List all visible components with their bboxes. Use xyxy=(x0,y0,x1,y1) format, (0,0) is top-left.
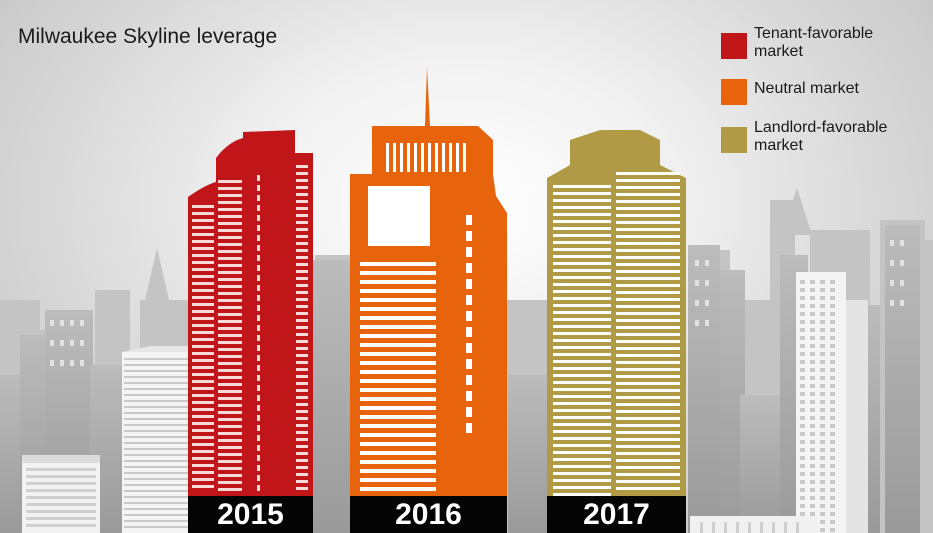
year-label-2016: 2016 xyxy=(350,496,507,533)
building-2015 xyxy=(188,130,313,496)
year-label-2017: 2017 xyxy=(547,496,686,533)
legend-swatch-tenant-favorable xyxy=(721,33,747,59)
building-2016 xyxy=(350,67,507,496)
legend-item-landlord-favorable: Landlord-favorable market xyxy=(721,119,926,154)
midground-skyline xyxy=(0,225,920,533)
legend-swatch-landlord-favorable xyxy=(721,127,747,153)
legend-label-tenant-favorable: Tenant-favorable market xyxy=(754,25,874,60)
white-tower-left xyxy=(122,346,190,533)
legend-swatch-neutral xyxy=(721,79,747,105)
year-label-2015: 2015 xyxy=(188,496,313,533)
white-tower-right xyxy=(796,272,868,533)
legend-label-neutral: Neutral market xyxy=(754,80,859,97)
legend-label-landlord-favorable: Landlord-favorable market xyxy=(754,119,888,154)
legend-item-neutral: Neutral market xyxy=(721,79,926,105)
white-building-low-right xyxy=(690,516,818,533)
building-2017 xyxy=(547,130,686,496)
background-windows xyxy=(50,240,904,366)
white-building-low-left xyxy=(22,455,100,533)
legend-item-tenant-favorable: Tenant-favorable market xyxy=(721,25,926,60)
chart-title: Milwaukee Skyline leverage xyxy=(18,25,278,48)
